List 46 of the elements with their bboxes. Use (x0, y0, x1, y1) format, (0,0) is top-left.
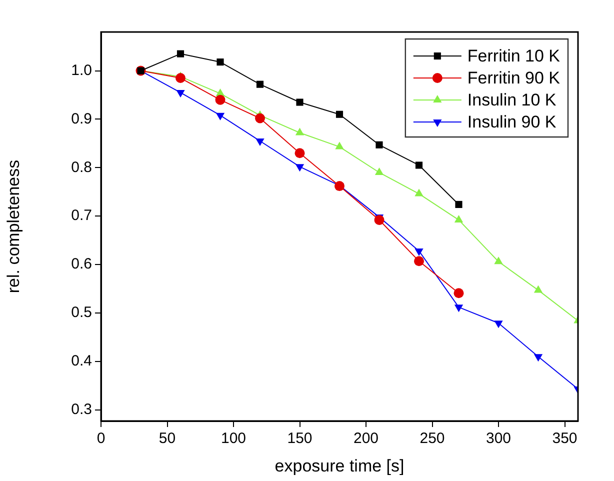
y-tick-label: 0.7 (71, 207, 92, 224)
y-tick-label: 0.3 (71, 401, 92, 418)
x-tick-label: 0 (96, 430, 106, 448)
x-tick-label: 300 (486, 430, 512, 448)
x-tick-label: 250 (420, 430, 445, 448)
x-tick-label: 150 (287, 430, 312, 448)
legend-label: Ferritin 90 K (467, 68, 561, 88)
point (216, 112, 225, 120)
point (296, 98, 304, 106)
y-tick-label: 0.9 (71, 110, 92, 128)
x-tick-label: 50 (158, 430, 176, 448)
point (295, 164, 304, 172)
point (374, 214, 384, 225)
point (215, 94, 226, 105)
y-tick-label: 0.4 (71, 352, 92, 370)
x-tick-label: 350 (552, 430, 578, 448)
y-tick-label: 0.8 (71, 158, 92, 176)
y-tick-label: 0.5 (71, 304, 92, 322)
point (494, 320, 503, 328)
x-axis-title: exposure time [s] (274, 456, 404, 476)
point (256, 80, 264, 88)
point (455, 200, 462, 208)
point (415, 162, 423, 169)
point (336, 110, 344, 118)
point (294, 148, 305, 158)
point (414, 256, 424, 266)
point (216, 58, 224, 66)
point (454, 304, 464, 312)
point (176, 73, 186, 84)
x-tick-label: 200 (353, 430, 379, 448)
point (255, 113, 265, 124)
legend-label: Insulin 10 K (467, 90, 557, 110)
x-tick-label: 100 (220, 430, 246, 448)
point (295, 128, 304, 136)
point (256, 138, 264, 146)
y-axis-title: rel. completeness (4, 160, 23, 294)
legend-label: Ferritin 10 K (467, 46, 561, 66)
point (335, 142, 344, 150)
point (454, 288, 464, 298)
legend-label: Insulin 90 K (467, 112, 557, 132)
point (376, 141, 383, 148)
y-tick-label: 1.0 (71, 62, 92, 79)
y-tick-label: 0.6 (71, 256, 92, 273)
point (534, 354, 543, 362)
point (414, 248, 424, 256)
point (176, 50, 184, 58)
